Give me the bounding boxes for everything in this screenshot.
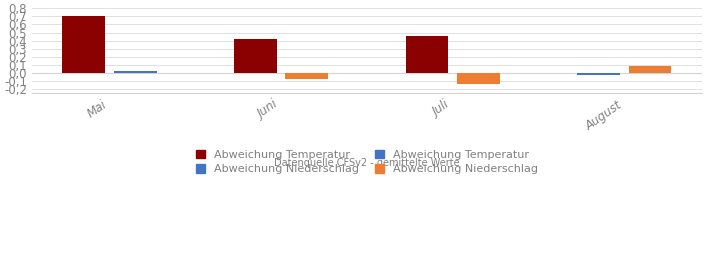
Legend: Abweichung Temperatur, Abweichung Niederschlag, Abweichung Temperatur, Abweichun: Abweichung Temperatur, Abweichung Nieder… bbox=[191, 145, 542, 179]
Bar bbox=[577, 73, 620, 75]
Bar bbox=[234, 39, 277, 73]
Bar bbox=[62, 16, 105, 73]
Bar bbox=[628, 66, 671, 73]
Bar bbox=[405, 36, 448, 73]
Bar bbox=[457, 73, 500, 84]
Text: Datenquelle CFSv2 - gemittelte Werte: Datenquelle CFSv2 - gemittelte Werte bbox=[274, 158, 460, 168]
Bar bbox=[285, 73, 328, 79]
Bar bbox=[114, 71, 157, 73]
